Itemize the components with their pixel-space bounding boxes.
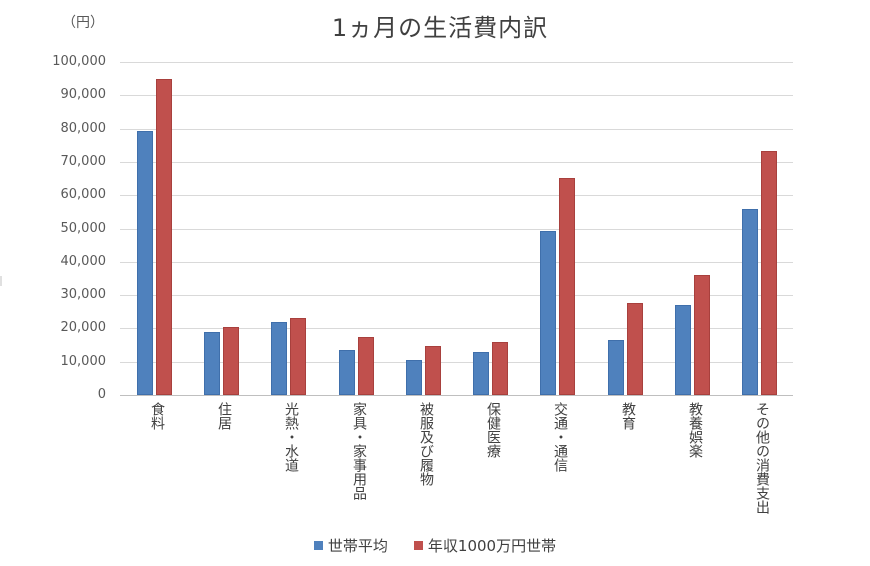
bar-household-average[interactable] (608, 340, 624, 395)
bar-household-average[interactable] (204, 332, 220, 395)
y-tick-label: 30,000 (60, 287, 107, 302)
legend-item-series-0[interactable]: 世帯平均 (313, 535, 388, 556)
x-category-label: 交通・通信 (552, 402, 568, 472)
y-tick-label: 80,000 (60, 121, 107, 136)
x-category-label: 住居 (216, 402, 232, 430)
y-tick-label: 10,000 (60, 354, 107, 369)
gridline (120, 362, 793, 363)
legend-label: 年収1000万円世帯 (427, 537, 557, 555)
gridline (120, 162, 793, 163)
bar-income-10m[interactable] (156, 79, 172, 395)
x-category-label: 家具・家事用品 (351, 402, 367, 500)
legend-item-series-1[interactable]: 年収1000万円世帯 (413, 535, 557, 556)
legend-swatch-red (413, 541, 423, 550)
bar-household-average[interactable] (473, 352, 489, 395)
gridline (120, 262, 793, 263)
gridline (120, 195, 793, 196)
x-category-label: 保健医療 (485, 402, 501, 458)
y-tick-label: 100,000 (52, 54, 106, 69)
x-category-label: 被服及び履物 (418, 402, 434, 486)
y-tick-label: 0 (97, 387, 106, 402)
chart-title-text: 1ヵ月の生活費内訳 (331, 14, 549, 42)
gridline (120, 129, 793, 130)
x-category-label: 教育 (620, 402, 636, 430)
bar-income-10m[interactable] (492, 342, 508, 395)
y-tick-label: 90,000 (60, 87, 107, 102)
gridline (120, 229, 793, 230)
bar-income-10m[interactable] (627, 303, 643, 395)
gridline (120, 328, 793, 329)
gridline (120, 295, 793, 296)
x-category-label: 教養娯楽 (687, 402, 703, 458)
bar-household-average[interactable] (540, 231, 556, 395)
bar-household-average[interactable] (339, 350, 355, 395)
bar-household-average[interactable] (406, 360, 422, 395)
y-tick-label: 40,000 (60, 254, 107, 269)
y-axis-unit-label: （円） (62, 15, 104, 31)
y-tick-label: 70,000 (60, 154, 107, 169)
y-tick-label: 20,000 (60, 320, 107, 335)
gridline (120, 95, 793, 96)
left-edge-marker (0, 276, 2, 286)
x-category-label: 食料 (149, 402, 165, 430)
bar-household-average[interactable] (675, 305, 691, 395)
bar-household-average[interactable] (742, 209, 758, 395)
bar-income-10m[interactable] (358, 337, 374, 395)
bar-income-10m[interactable] (223, 327, 239, 395)
legend-label: 世帯平均 (327, 537, 388, 555)
y-tick-label: 60,000 (60, 187, 107, 202)
bar-income-10m[interactable] (694, 275, 710, 395)
legend: 世帯平均 年収1000万円世帯 (0, 535, 870, 556)
x-category-label: 光熱・水道 (283, 402, 299, 472)
bar-income-10m[interactable] (761, 151, 777, 395)
legend-swatch-blue (313, 541, 323, 550)
bar-income-10m[interactable] (559, 178, 575, 395)
chart-title: 1ヵ月の生活費内訳 (0, 8, 870, 43)
bar-household-average[interactable] (137, 131, 153, 395)
gridline (120, 62, 793, 63)
x-category-label: その他の消費支出 (754, 402, 770, 514)
gridline (120, 395, 793, 396)
bar-household-average[interactable] (271, 322, 287, 395)
bar-income-10m[interactable] (290, 318, 306, 395)
y-tick-label: 50,000 (60, 221, 107, 236)
bar-income-10m[interactable] (425, 346, 441, 395)
